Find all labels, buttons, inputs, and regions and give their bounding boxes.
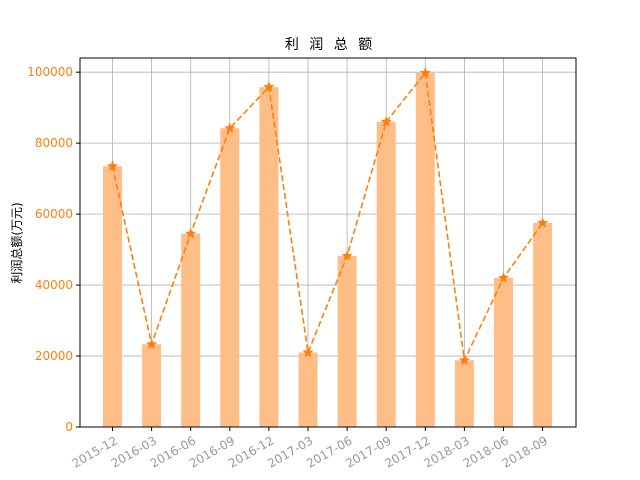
bar [415, 72, 435, 428]
bar [142, 344, 162, 427]
star-marker [419, 67, 431, 78]
bar [376, 121, 396, 427]
chart-title: 利 润 总 额 [285, 37, 375, 53]
y-axis-label: 利润总额(万元) [10, 202, 24, 283]
star-marker [380, 116, 392, 127]
bar [454, 360, 474, 427]
bar [103, 166, 122, 427]
star-marker [302, 346, 314, 358]
star-marker [224, 122, 236, 133]
series-line [111, 70, 544, 364]
y-tick-label: 20000 [35, 349, 73, 363]
x-tick-label: 2018-09 [500, 433, 550, 470]
y-tick-label: 60000 [35, 207, 73, 221]
bar [298, 352, 318, 427]
star-marker [458, 354, 470, 365]
bar [337, 255, 357, 427]
trend-line [106, 67, 549, 365]
star-marker [537, 217, 549, 228]
star-marker [341, 250, 353, 261]
bars [103, 72, 553, 428]
y-tick-label: 80000 [35, 136, 73, 150]
star-marker [185, 227, 197, 239]
bar [494, 277, 513, 427]
star-marker [146, 338, 158, 350]
axes [76, 57, 577, 431]
plot-frame [79, 57, 577, 428]
y-tick-label: 100000 [27, 65, 73, 79]
bar [259, 87, 279, 427]
bar [533, 222, 553, 427]
star-marker [497, 272, 510, 283]
y-tick-label: 40000 [35, 278, 73, 292]
bar [220, 128, 240, 427]
star-marker [106, 160, 119, 171]
bar [181, 233, 201, 427]
y-tick-label: 0 [65, 420, 73, 434]
star-marker [263, 81, 275, 92]
